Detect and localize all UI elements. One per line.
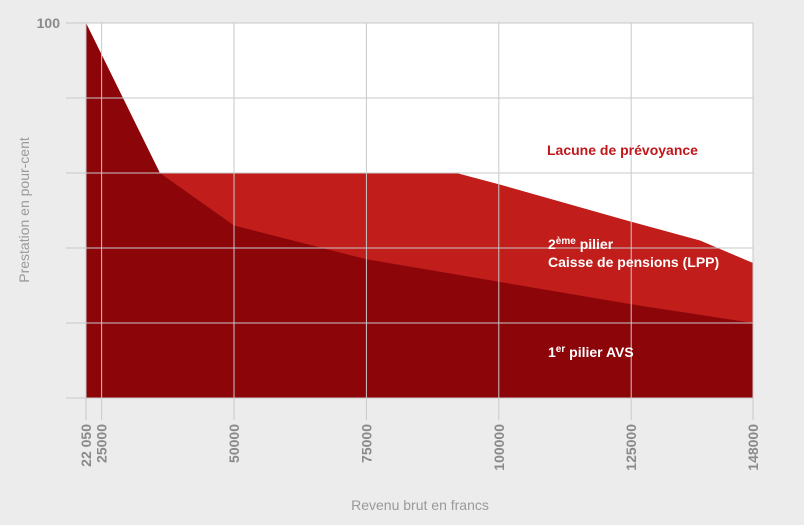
grid-layer — [66, 22, 754, 420]
tick-layer: 22 050 25000 50000 75000 100000 125000 148000 1… — [37, 15, 761, 471]
x-tick-label: 22 050 — [78, 424, 94, 467]
lacune-label: Lacune de prévoyance — [547, 142, 698, 158]
pillar1-number: 1 — [548, 344, 556, 360]
pillar1-superscript: er — [556, 344, 566, 355]
pillar1-label: 1er pilier AVS — [548, 344, 634, 360]
y-tick-label: 100 — [37, 15, 61, 31]
area-avs — [86, 23, 753, 398]
x-tick-label: 100000 — [491, 424, 507, 471]
y-axis-title: Prestation en pour-cent — [16, 137, 32, 283]
x-tick-label: 25000 — [94, 424, 110, 463]
x-tick-label: 125000 — [623, 424, 639, 471]
pillar2-word: pilier — [576, 236, 614, 252]
x-tick-label: 50000 — [226, 424, 242, 463]
x-tick-label: 75000 — [358, 424, 374, 463]
area-layer — [86, 23, 753, 398]
pillar2-superscript: ème — [556, 236, 576, 247]
pillar1-word: pilier AVS — [565, 344, 633, 360]
pillar2-number: 2 — [548, 236, 556, 252]
x-axis-title: Revenu brut en francs — [351, 497, 489, 513]
pillar2-subtitle: Caisse de pensions (LPP) — [548, 254, 719, 270]
pillar2-label: 2ème pilier — [548, 236, 614, 252]
x-tick-label: 148000 — [745, 424, 761, 471]
